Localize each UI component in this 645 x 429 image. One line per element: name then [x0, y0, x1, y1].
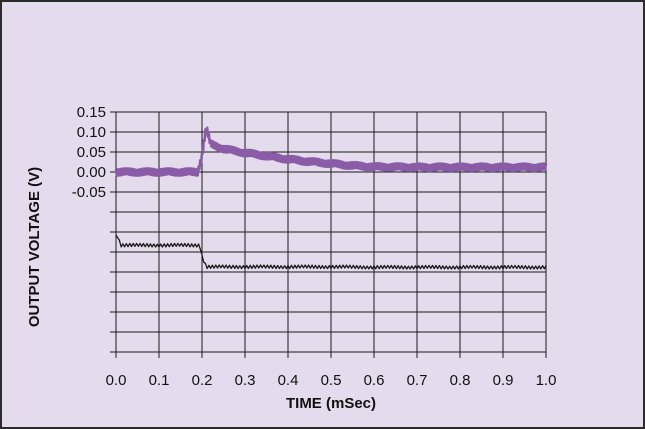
x-tick-label: 0.6: [364, 372, 385, 389]
y-tick-label: -0.05: [72, 184, 106, 201]
x-tick-label: 0.5: [321, 372, 342, 389]
y-tick-label: 0.10: [77, 124, 106, 141]
y-tick-label: 0.15: [77, 104, 106, 121]
x-tick-label: 0.9: [493, 372, 514, 389]
y-tick-labels: 0.15 0.10 0.05 0.00 -0.05: [72, 104, 106, 201]
x-tick-label: 0.8: [450, 372, 471, 389]
x-tick-labels: 0.0 0.1 0.2 0.3 0.4 0.5 0.6 0.7 0.8 0.9 1.0: [106, 372, 557, 389]
plot-grid: [110, 111, 547, 358]
series-layer: [114, 126, 548, 270]
x-tick-label: 0.1: [149, 372, 170, 389]
y-axis-title: OUTPUT VOLTAGE (V): [26, 167, 43, 327]
y-tick-label: 0.00: [77, 164, 106, 181]
series-line-lower: [115, 234, 547, 270]
x-tick-label: 1.0: [536, 372, 557, 389]
x-tick-label: 0.4: [278, 372, 299, 389]
x-tick-label: 0.7: [407, 372, 428, 389]
x-tick-label: 0.2: [192, 372, 213, 389]
x-tick-label: 0.3: [235, 372, 256, 389]
x-tick-label: 0.0: [106, 372, 127, 389]
y-tick-label: 0.05: [77, 144, 106, 161]
series-line-upper: [114, 126, 548, 177]
x-axis-title: TIME (mSec): [286, 395, 376, 412]
